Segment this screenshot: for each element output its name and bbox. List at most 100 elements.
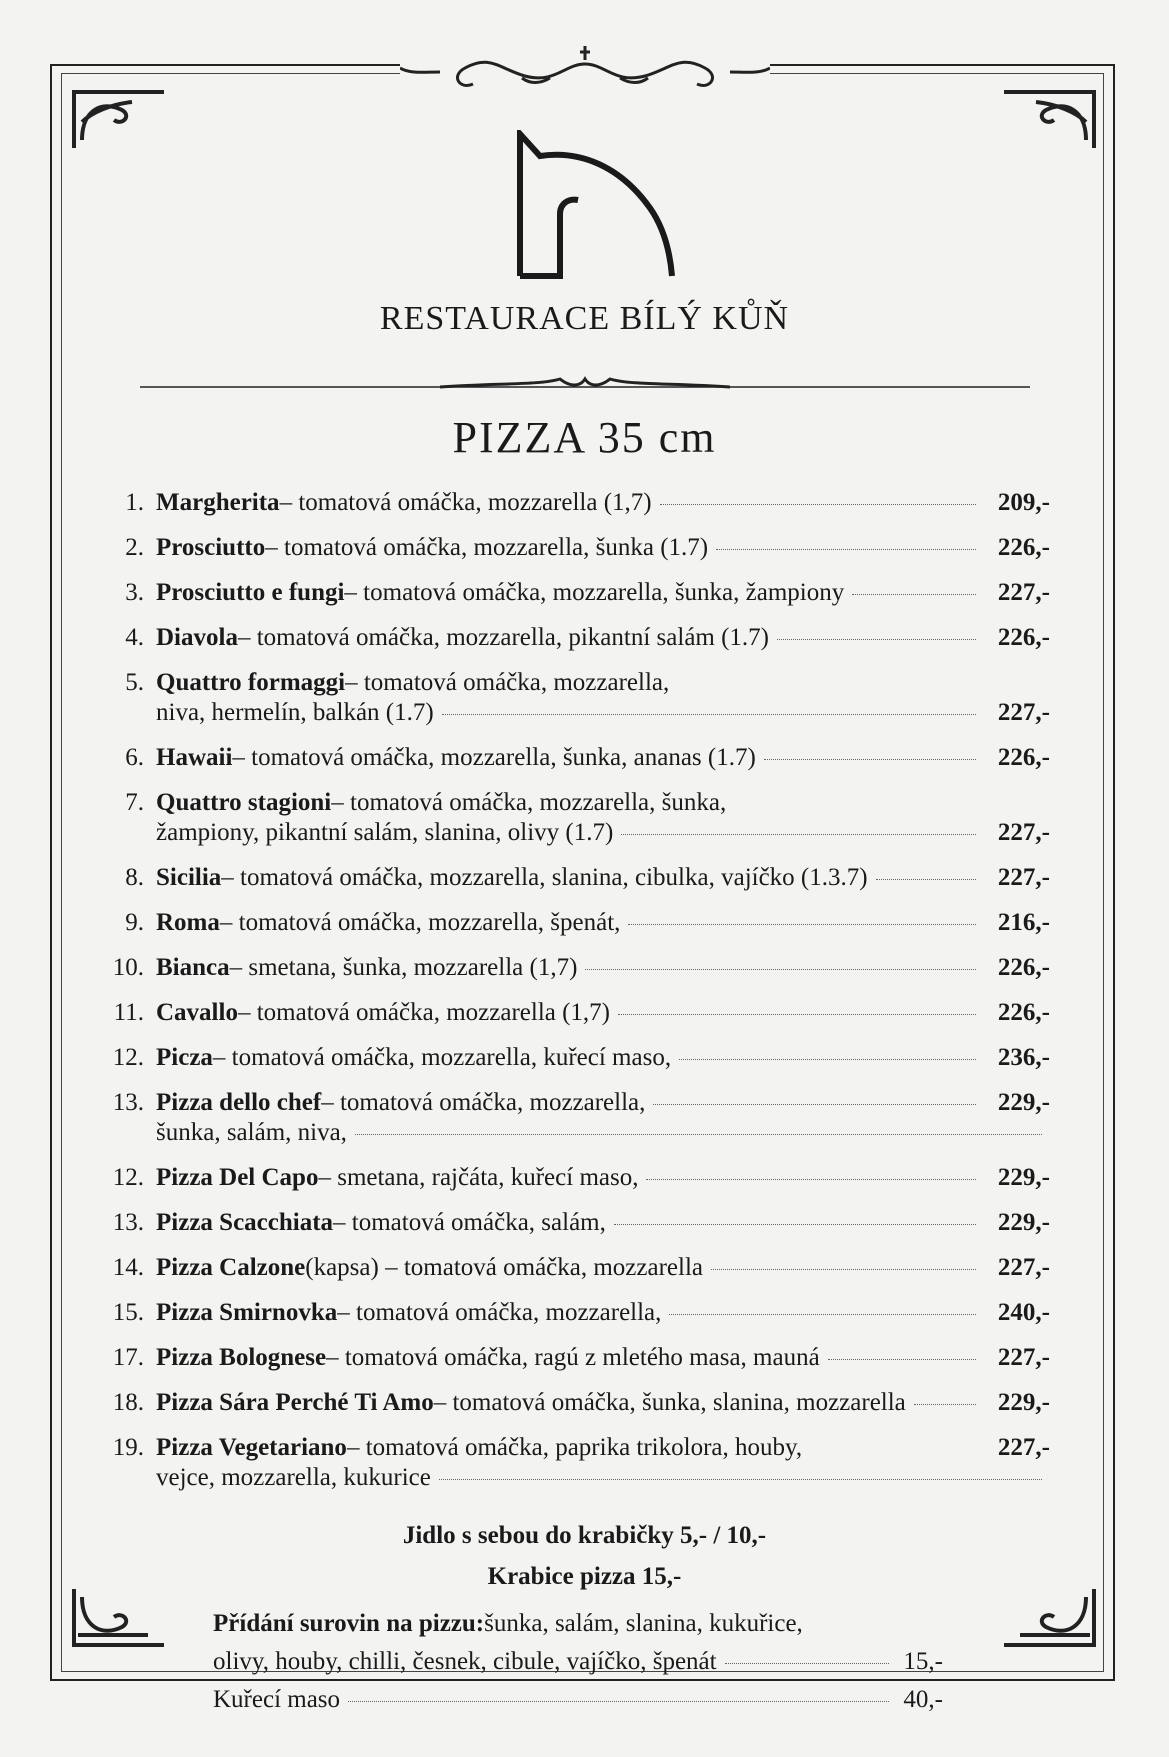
menu-item: 19. Pizza Vegetariano – tomatová omáčka, … [100,1434,1050,1494]
item-price: 240,- [997,1299,1050,1326]
item-description: – tomatová omáčka, mozzarella, šunka (1.… [265,534,709,561]
item-description: – tomatová omáčka, mozzarella, šunka, [331,789,727,816]
item-description: – tomatová omáčka, salám, [333,1209,606,1236]
leader-dots [711,1269,976,1270]
leader-dots [646,1179,976,1180]
leader-dots [875,879,976,880]
item-description-continued: šunka, salám, niva, [156,1119,347,1146]
leader-dots [354,1134,1042,1135]
menu-item: 7. Quattro stagioni – tomatová omáčka, mo… [100,789,1050,849]
item-name: Prosciutto e fungi [156,579,345,606]
leader-dots [628,924,976,925]
extras-label: Přídání surovin na pizzu: [213,1610,485,1637]
chicken-label: Kuřecí maso [213,1686,341,1713]
top-flourish-icon [400,46,770,87]
item-name: Bianca [156,954,230,981]
item-description: – tomatová omáčka, mozzarella, pikantní … [237,624,770,651]
item-name: Diavola [156,624,238,651]
leader-dots [777,639,976,640]
item-price: 229,- [997,1209,1050,1236]
divider-flourish-icon [140,376,1030,389]
pizza-menu-list: 1. Margherita – tomatová omáčka, mozzarel… [100,489,1050,1509]
menu-item: 17. Pizza Bolognese – tomatová omáčka, ra… [100,1344,1050,1374]
extras-line-1: Přídání surovin na pizzu: šunka, salám, … [213,1610,943,1648]
item-price: 226,- [997,999,1050,1026]
item-price: 226,- [997,624,1050,651]
item-name: Quattro stagioni [156,789,332,816]
extras-text: šunka, salám, slanina, kukuřice, [484,1610,803,1637]
item-description: – tomatová omáčka, paprika trikolora, ho… [346,1434,803,1461]
menu-item-line: 13. Pizza Scacchiata – tomatová omáčka, s… [100,1209,1050,1239]
menu-item-line: 8. Sicilia – tomatová omáčka, mozzarella,… [100,864,1050,894]
corner-flourish-top-right-icon [1004,90,1096,148]
extras-ingredients: olivy, houby, chilli, česnek, cibule, va… [213,1648,717,1675]
item-number: 4. [125,624,144,651]
item-description: – tomatová omáčka, ragú z mletého masa, … [326,1344,820,1371]
box-note: Krabice pizza 15,- [487,1563,682,1590]
item-name: Pizza Calzone [156,1254,306,1281]
menu-item-line: 1. Margherita – tomatová omáčka, mozzarel… [100,489,1050,519]
item-number: 11. [113,999,144,1026]
item-number: 18. [112,1389,144,1416]
item-price: 229,- [997,1389,1050,1416]
item-number: 5. [125,669,144,696]
item-price: 226,- [997,954,1050,981]
item-number: 8. [125,864,144,891]
item-price: 236,- [997,1044,1050,1071]
menu-item: 4. Diavola – tomatová omáčka, mozzarella,… [100,624,1050,654]
item-name: Roma [156,909,220,936]
item-number: 12. [112,1044,144,1071]
menu-item-line: žampiony, pikantní salám, slanina, olivy… [100,819,1050,849]
item-price: 227,- [997,579,1050,606]
item-price: 226,- [997,534,1050,561]
corner-flourish-bottom-right-icon [1004,1589,1096,1647]
menu-item-line: 12. Picza – tomatová omáčka, mozzarella, … [100,1044,1050,1074]
menu-item: 3. Prosciutto e fungi – tomatová omáčka, … [100,579,1050,609]
item-number: 13. [112,1089,144,1116]
item-price: 227,- [997,864,1050,891]
item-name: Pizza dello chef [156,1089,322,1116]
section-title: PIZZA 35 cm [452,413,717,462]
item-price: 227,- [997,1254,1050,1281]
leader-dots [348,1701,889,1702]
item-number: 2. [125,534,144,561]
menu-item-line: 6. Hawaii – tomatová omáčka, mozzarella, … [100,744,1050,774]
menu-item: 14. Pizza Calzone (kapsa) – tomatová omáč… [100,1254,1050,1284]
item-description: – tomatová omáčka, mozzarella, [345,669,670,696]
item-name: Pizza Sára Perché Ti Amo [156,1389,434,1416]
item-description-continued: niva, hermelín, balkán (1.7) [156,699,434,726]
menu-item-line: 9. Roma – tomatová omáčka, mozzarella, šp… [100,909,1050,939]
menu-item-line: 10. Bianca – smetana, šunka, mozzarella (… [100,954,1050,984]
menu-item-line: 12. Pizza Del Capo – smetana, rajčáta, ku… [100,1164,1050,1194]
horse-head-logo-icon [517,130,675,279]
item-number: 7. [125,789,144,816]
menu-item-line: 18. Pizza Sára Perché Ti Amo – tomatová o… [100,1389,1050,1419]
item-name: Pizza Vegetariano [156,1434,347,1461]
item-name: Pizza Scacchiata [156,1209,334,1236]
item-name: Pizza Del Capo [156,1164,319,1191]
item-description: – tomatová omáčka, mozzarella, slanina, … [221,864,868,891]
menu-item-line: 4. Diavola – tomatová omáčka, mozzarella,… [100,624,1050,654]
leader-dots [653,1104,976,1105]
chicken-price: 40,- [903,1686,943,1713]
leader-dots [724,1663,889,1664]
item-number: 14. [112,1254,144,1281]
restaurant-name: RESTAURACE BÍLÝ KŮŇ [379,300,790,337]
leader-dots [621,834,976,835]
item-name: Sicilia [156,864,222,891]
item-name: Prosciutto [156,534,266,561]
item-description: – tomatová omáčka, mozzarella, [337,1299,662,1326]
item-price: 227,- [997,699,1050,726]
item-price: 209,- [997,489,1050,516]
item-number: 9. [125,909,144,936]
item-price: 227,- [997,1434,1050,1461]
menu-item: 5. Quattro formaggi – tomatová omáčka, mo… [100,669,1050,729]
leader-dots [441,714,976,715]
menu-item: 10. Bianca – smetana, šunka, mozzarella (… [100,954,1050,984]
menu-item-line: 5. Quattro formaggi – tomatová omáčka, mo… [100,669,1050,699]
menu-item-line: 7. Quattro stagioni – tomatová omáčka, mo… [100,789,1050,819]
item-description-continued: žampiony, pikantní salám, slanina, olivy… [156,819,614,846]
menu-item-line: 11. Cavallo – tomatová omáčka, mozzarella… [100,999,1050,1029]
item-name: Margherita [156,489,280,516]
menu-item: 9. Roma – tomatová omáčka, mozzarella, šp… [100,909,1050,939]
